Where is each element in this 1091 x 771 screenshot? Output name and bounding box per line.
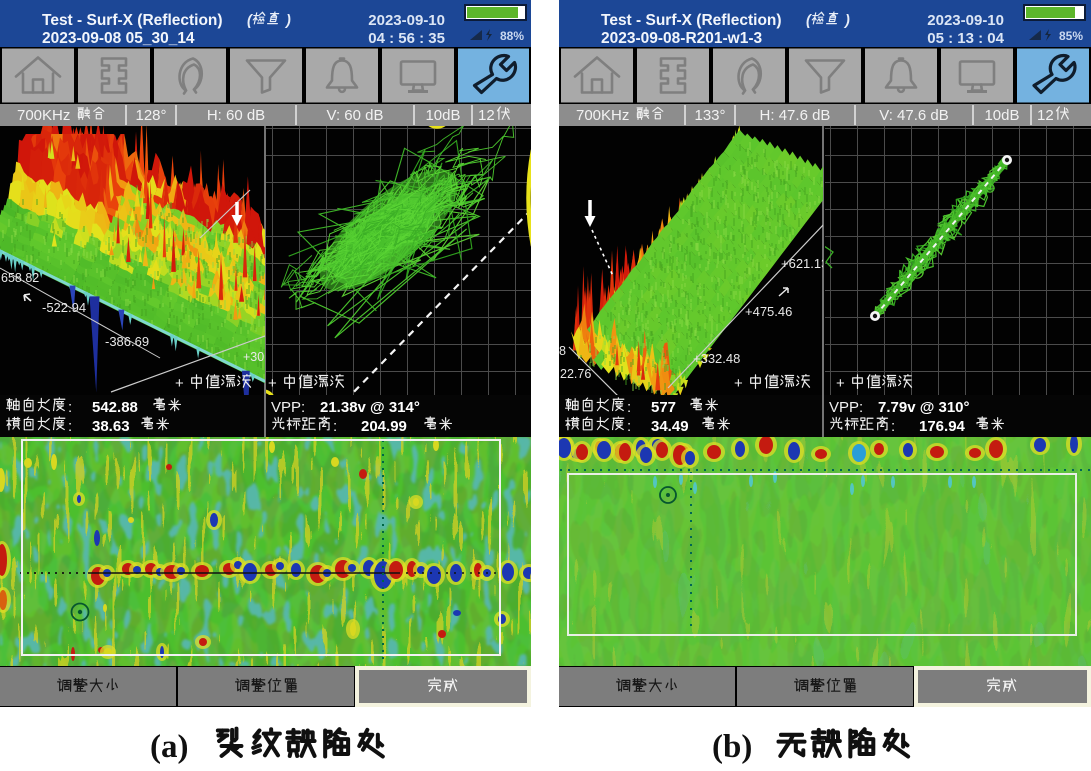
svg-text:+621.13: +621.13: [781, 256, 828, 271]
svg-text:88%: 88%: [500, 29, 524, 43]
svg-text::: :: [68, 418, 72, 435]
svg-text:-522.94: -522.94: [42, 300, 86, 315]
svg-text:+: +: [268, 375, 277, 392]
svg-text:700KHz: 700KHz: [576, 107, 629, 124]
svg-text:Test - Surf-X (Reflection): Test - Surf-X (Reflection): [601, 12, 782, 29]
svg-text:128°: 128°: [135, 107, 166, 124]
svg-text:10dB: 10dB: [984, 107, 1019, 124]
svg-text::: :: [333, 418, 337, 435]
svg-text::: :: [627, 418, 631, 435]
svg-text:658.82: 658.82: [1, 271, 39, 285]
svg-text:+: +: [734, 375, 743, 392]
svg-text:05 : 13 : 04: 05 : 13 : 04: [927, 30, 1004, 47]
svg-text:): ): [284, 13, 291, 29]
svg-text:2023-09-08-R201-w1-3: 2023-09-08-R201-w1-3: [601, 30, 763, 47]
svg-text:2023-09-10: 2023-09-10: [368, 12, 445, 29]
svg-text:V: 47.6 dB: V: 47.6 dB: [879, 107, 949, 124]
svg-text:(a): (a): [150, 729, 188, 765]
svg-text:04 : 56 : 35: 04 : 56 : 35: [368, 30, 445, 47]
svg-text::: :: [627, 399, 631, 416]
svg-text:12: 12: [478, 107, 495, 124]
svg-text:133°: 133°: [694, 107, 725, 124]
svg-text:700KHz: 700KHz: [17, 107, 70, 124]
svg-text:21.38v @ 314°: 21.38v @ 314°: [320, 399, 420, 416]
svg-text:+332.48: +332.48: [693, 351, 740, 366]
svg-text::: :: [891, 418, 895, 435]
svg-text:VPP: VPP: [271, 399, 301, 416]
svg-text:Test - Surf-X (Reflection): Test - Surf-X (Reflection): [42, 12, 223, 29]
svg-text:34.49: 34.49: [651, 418, 689, 435]
svg-text:+: +: [836, 375, 845, 392]
svg-text:2023-09-08 05_30_14: 2023-09-08 05_30_14: [42, 30, 195, 47]
svg-text:(: (: [806, 13, 813, 29]
svg-text:85%: 85%: [1059, 29, 1083, 43]
svg-text:(b): (b): [712, 729, 752, 765]
svg-text:(: (: [247, 13, 254, 29]
svg-text:VPP: VPP: [829, 399, 859, 416]
svg-text:2023-09-10: 2023-09-10: [927, 12, 1004, 29]
svg-text:H: 60 dB: H: 60 dB: [207, 107, 265, 124]
svg-text:38.63: 38.63: [92, 418, 130, 435]
svg-text:7.79v @ 310°: 7.79v @ 310°: [878, 399, 970, 416]
svg-text:204.99: 204.99: [361, 418, 407, 435]
svg-text:): ): [843, 13, 850, 29]
svg-text::: :: [859, 399, 863, 416]
svg-text:+475.46: +475.46: [745, 304, 792, 319]
svg-text::: :: [301, 399, 305, 416]
svg-text:V: 60 dB: V: 60 dB: [327, 107, 384, 124]
svg-text:12: 12: [1037, 107, 1054, 124]
svg-text:-386.69: -386.69: [105, 334, 149, 349]
svg-text:542.88: 542.88: [92, 399, 138, 416]
svg-text::: :: [68, 399, 72, 416]
svg-text:176.94: 176.94: [919, 418, 966, 435]
svg-text:577: 577: [651, 399, 676, 416]
svg-text:8: 8: [559, 344, 566, 358]
svg-text:H: 47.6 dB: H: 47.6 dB: [760, 107, 831, 124]
svg-text:+: +: [175, 375, 184, 392]
svg-text:+30: +30: [243, 350, 264, 364]
svg-text:22.76: 22.76: [560, 367, 591, 381]
svg-text:10dB: 10dB: [425, 107, 460, 124]
